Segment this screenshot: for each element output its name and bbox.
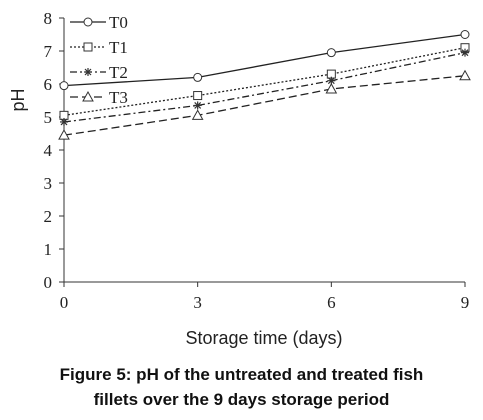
x-tick-label: 3 [193, 293, 202, 312]
legend-item-t0: T0 [70, 13, 128, 32]
y-tick-label: 1 [44, 240, 53, 259]
legend-label: T2 [109, 63, 128, 82]
legend-marker [83, 17, 93, 27]
x-tick-label: 6 [327, 293, 336, 312]
figure-caption: Figure 5: pH of the untreated and treate… [0, 362, 483, 412]
data-point [460, 30, 470, 39]
legend-label: T3 [109, 88, 128, 107]
data-point [59, 81, 69, 91]
series-t3 [58, 69, 471, 140]
y-tick-label: 3 [44, 174, 53, 193]
data-point [60, 117, 68, 126]
y-tick-label: 8 [44, 9, 53, 28]
legend-item-t3: T3 [70, 88, 128, 107]
legend-item-t2: T2 [70, 63, 128, 82]
y-tick-label: 0 [44, 273, 53, 292]
data-point [58, 129, 70, 140]
y-tick-label: 6 [44, 75, 53, 94]
data-point [459, 69, 471, 81]
data-point [193, 91, 203, 101]
series-t2 [60, 48, 469, 126]
y-tick-label: 2 [44, 207, 53, 226]
legend-label: T0 [109, 13, 128, 32]
y-axis-label: pH [8, 88, 28, 111]
y-tick-label: 5 [44, 108, 53, 127]
chart-ticks: 0 1 2 3 4 5 6 7 8 0 3 6 9 [44, 9, 470, 312]
data-point [461, 48, 469, 57]
legend-marker [82, 90, 94, 102]
legend-label: T1 [109, 38, 128, 57]
y-tick-label: 7 [44, 42, 53, 61]
caption-line-1: Figure 5: pH of the untreated and treate… [59, 365, 424, 384]
line-chart: 0 1 2 3 4 5 6 7 8 0 3 6 9 T0 T1 T2 T3 pH Storage time (… [8, 9, 471, 348]
data-point [191, 109, 204, 120]
series-t0 [59, 30, 470, 91]
chart-axes [63, 18, 465, 283]
x-axis-label: Storage time (days) [185, 328, 342, 348]
chart-series [58, 30, 471, 140]
data-point [193, 72, 203, 82]
data-point [325, 82, 338, 94]
x-tick-label: 0 [60, 293, 69, 312]
series-line [63, 75, 466, 136]
chart-legend: T0 T1 T2 T3 [70, 13, 128, 107]
legend-marker [83, 42, 93, 52]
data-point [326, 48, 336, 58]
x-tick-label: 9 [461, 293, 470, 312]
legend-marker [84, 68, 92, 76]
data-point [193, 101, 202, 110]
caption-line-2: fillets over the 9 days storage period [93, 390, 390, 409]
y-tick-label: 4 [44, 141, 53, 160]
series-line [63, 33, 466, 87]
legend-item-t1: T1 [70, 38, 128, 57]
